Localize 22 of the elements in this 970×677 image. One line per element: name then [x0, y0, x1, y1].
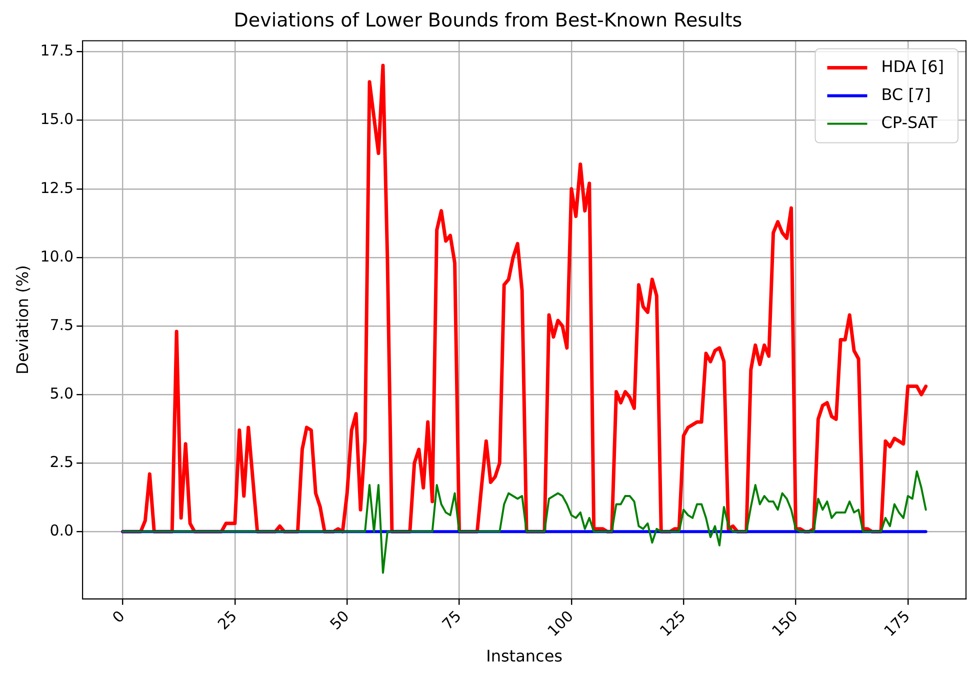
y-tick-label: 2.5 [50, 452, 74, 471]
x-tick-label: 0 [108, 607, 128, 627]
y-tick-label: 17.5 [40, 42, 74, 60]
x-tick-label: 75 [438, 607, 465, 634]
x-tick-label: 100 [544, 607, 577, 640]
legend-label: HDA [6] [881, 56, 944, 76]
x-axis-title: Instances [486, 646, 562, 666]
x-tick-label: 25 [214, 607, 240, 634]
x-tick-label: 125 [656, 607, 690, 640]
y-tick-label: 12.5 [40, 178, 74, 197]
legend-label: BC [7] [881, 84, 931, 104]
x-tick-label: 150 [768, 607, 802, 640]
chart-title: Deviations of Lower Bounds from Best-Known Results [234, 9, 742, 32]
y-axis-title: Deviation (%) [12, 265, 32, 374]
y-tick-label: 5.0 [50, 384, 74, 402]
y-tick-label: 7.5 [50, 316, 74, 334]
legend-label: CP-SAT [881, 112, 938, 132]
y-tick-label: 0.0 [50, 522, 74, 540]
x-tick-label: 50 [326, 607, 353, 634]
x-tick-label: 175 [880, 607, 914, 640]
y-tick-label: 10.0 [40, 247, 74, 266]
y-tick-label: 15.0 [40, 110, 74, 128]
